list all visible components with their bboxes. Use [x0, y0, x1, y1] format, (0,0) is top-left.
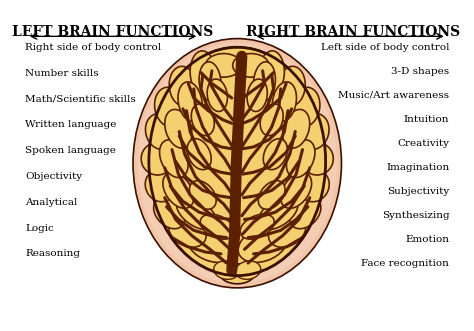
Ellipse shape [145, 170, 175, 202]
Ellipse shape [191, 104, 214, 136]
Ellipse shape [233, 54, 269, 77]
Ellipse shape [263, 139, 287, 170]
Text: Emotion: Emotion [405, 235, 449, 244]
Ellipse shape [199, 62, 221, 102]
Text: Number skills: Number skills [25, 69, 99, 77]
Ellipse shape [301, 142, 333, 175]
Ellipse shape [178, 82, 202, 121]
Ellipse shape [160, 140, 188, 177]
Ellipse shape [299, 170, 329, 202]
Ellipse shape [268, 215, 306, 247]
Ellipse shape [281, 172, 311, 208]
Text: Logic: Logic [25, 223, 54, 233]
Ellipse shape [207, 79, 228, 112]
Ellipse shape [169, 66, 197, 106]
Text: Objectivity: Objectivity [25, 172, 82, 181]
Text: Analytical: Analytical [25, 198, 78, 207]
Ellipse shape [258, 181, 285, 209]
Text: Subjectivity: Subjectivity [387, 187, 449, 196]
Text: Reasoning: Reasoning [25, 249, 80, 259]
Ellipse shape [290, 197, 321, 229]
Ellipse shape [254, 62, 275, 102]
Text: Math/Scientific skills: Math/Scientific skills [25, 94, 136, 103]
Text: Music/Art awareness: Music/Art awareness [338, 91, 449, 100]
Ellipse shape [247, 79, 267, 112]
Ellipse shape [137, 43, 337, 283]
Ellipse shape [272, 82, 296, 121]
Ellipse shape [238, 227, 287, 262]
Ellipse shape [286, 140, 315, 177]
Text: RIGHT BRAIN FUNCTIONS: RIGHT BRAIN FUNCTIONS [246, 24, 460, 39]
Ellipse shape [283, 110, 310, 148]
Text: Imagination: Imagination [386, 163, 449, 172]
Text: Right side of body control: Right side of body control [25, 43, 161, 52]
Text: Spoken language: Spoken language [25, 146, 116, 155]
Ellipse shape [165, 110, 192, 148]
Ellipse shape [141, 142, 174, 175]
Ellipse shape [214, 261, 239, 279]
Ellipse shape [190, 51, 216, 94]
Ellipse shape [220, 264, 255, 284]
Ellipse shape [278, 66, 305, 106]
Text: 3-D shapes: 3-D shapes [391, 67, 449, 76]
Text: Left side of body control: Left side of body control [321, 43, 449, 52]
Ellipse shape [206, 54, 242, 77]
Ellipse shape [258, 196, 298, 230]
Ellipse shape [146, 114, 175, 149]
Ellipse shape [187, 227, 237, 262]
Ellipse shape [190, 181, 216, 209]
Text: Intuition: Intuition [404, 115, 449, 124]
Ellipse shape [300, 114, 329, 149]
Ellipse shape [133, 39, 341, 288]
Ellipse shape [260, 104, 283, 136]
Text: Synthesizing: Synthesizing [382, 211, 449, 220]
Ellipse shape [163, 172, 194, 208]
Ellipse shape [259, 51, 284, 94]
Ellipse shape [187, 139, 211, 170]
Text: Written language: Written language [25, 120, 117, 129]
Ellipse shape [236, 261, 261, 279]
Text: Face recognition: Face recognition [362, 259, 449, 268]
Ellipse shape [154, 197, 185, 229]
Ellipse shape [155, 87, 184, 127]
Ellipse shape [176, 196, 217, 230]
Ellipse shape [291, 87, 320, 127]
Ellipse shape [240, 214, 274, 239]
Text: LEFT BRAIN FUNCTIONS: LEFT BRAIN FUNCTIONS [12, 24, 214, 39]
Ellipse shape [200, 214, 234, 239]
Text: Creativity: Creativity [397, 139, 449, 148]
Ellipse shape [149, 47, 326, 276]
Ellipse shape [169, 215, 206, 247]
